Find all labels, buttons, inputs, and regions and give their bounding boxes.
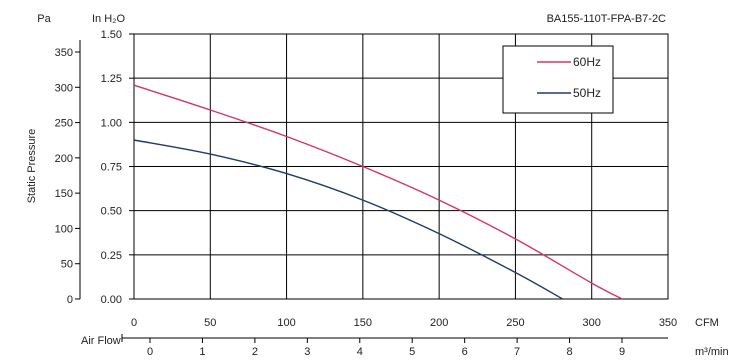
x-tick-label-cfm: 50	[204, 317, 216, 329]
inh2o-unit-label: In H₂O	[92, 13, 125, 25]
x-tick-label-m3min: 1	[199, 346, 205, 358]
y-tick-label-inh2o: 0.00	[101, 294, 122, 306]
y-tick-label-pa: 300	[55, 82, 73, 94]
y-axis-title: Static Pressure	[26, 129, 38, 204]
curve-50hz	[133, 139, 564, 300]
y-tick-label-inh2o: 1.50	[101, 29, 122, 41]
legend: 60Hz 50Hz	[502, 45, 614, 114]
y-tick-label-inh2o: 0.25	[101, 250, 122, 262]
m3min-unit-label: m³/min	[695, 346, 729, 358]
model-title: BA155-110T-FPA-B7-2C	[547, 13, 666, 25]
cfm-unit-label: CFM	[695, 317, 719, 329]
y-tick-label-pa: 50	[61, 259, 73, 271]
y-tick-label-inh2o: 1.00	[101, 117, 122, 129]
x-tick-label-m3min: 4	[357, 346, 363, 358]
x-tick-label-cfm: 300	[583, 317, 601, 329]
tick-labels: 0 50 100 150 200 250 300 3500.000.250.500.751.0…	[55, 29, 678, 358]
x-tick-label-m3min: 3	[304, 346, 310, 358]
x-tick-label-m3min: 0	[147, 346, 153, 358]
x-axis-title: Air Flow	[81, 335, 121, 347]
y-tick-label-pa: 350	[55, 47, 73, 59]
x-tick-label-m3min: 9	[619, 346, 625, 358]
x-tick-label-cfm: 350	[659, 317, 677, 329]
y-tick-label-pa: 250	[55, 118, 73, 130]
x-tick-label-cfm: 150	[354, 317, 372, 329]
x-tick-label-cfm: 200	[430, 317, 448, 329]
y-tick-label-inh2o: 1.25	[101, 73, 122, 85]
x-tick-label-m3min: 8	[566, 346, 572, 358]
y-tick-label-inh2o: 0.75	[101, 162, 122, 174]
x-tick-label-m3min: 5	[409, 346, 415, 358]
x-tick-label-m3min: 2	[252, 346, 258, 358]
y-tick-label-inh2o: 0.50	[101, 206, 122, 218]
x-tick-label-cfm: 250	[506, 317, 524, 329]
y-tick-label-pa: 100	[55, 223, 73, 235]
x-tick-label-m3min: 7	[514, 346, 520, 358]
y-tick-label-pa: 0	[67, 294, 73, 306]
curve-60hz	[133, 84, 623, 300]
pa-unit-label: Pa	[37, 13, 51, 25]
y-tick-label-pa: 150	[55, 188, 73, 200]
axes	[75, 33, 668, 343]
legend-box	[502, 45, 614, 114]
x-tick-label-cfm: 0	[131, 317, 137, 329]
curves	[133, 84, 623, 300]
legend-label-50hz: 50Hz	[573, 86, 601, 100]
x-tick-label-m3min: 6	[462, 346, 468, 358]
legend-label-60hz: 60Hz	[573, 55, 601, 69]
y-tick-label-pa: 200	[55, 153, 73, 165]
x-tick-label-cfm: 100	[277, 317, 295, 329]
